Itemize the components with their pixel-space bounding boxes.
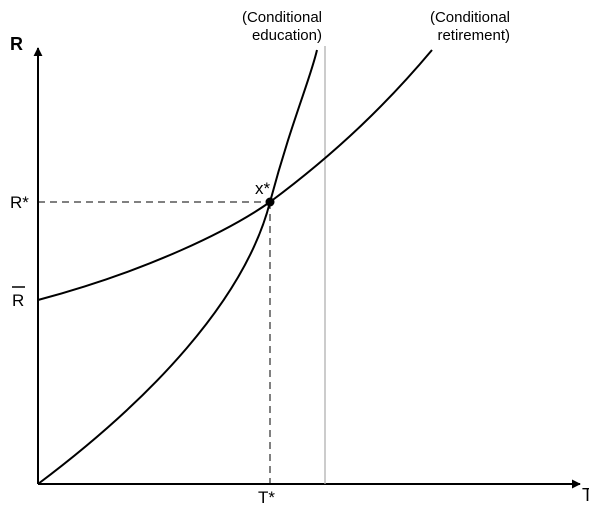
r-star-label: R* bbox=[10, 193, 29, 212]
r-bar-label: R bbox=[12, 291, 24, 310]
conditional-retirement-curve bbox=[37, 49, 433, 301]
y-axis-label: R bbox=[10, 34, 23, 54]
equilibrium-point-label: x* bbox=[255, 179, 271, 198]
conditional-education-curve bbox=[37, 49, 318, 485]
retirement-curve-label-line2: retirement) bbox=[437, 27, 510, 44]
education-curve-label-line1: (Conditional bbox=[242, 9, 322, 26]
education-curve-label-line2: education) bbox=[252, 27, 322, 44]
x-axis-label: T bbox=[582, 485, 589, 505]
retirement-curve-label-line1: (Conditional bbox=[430, 9, 510, 26]
equilibrium-point bbox=[265, 197, 275, 207]
t-star-label: T* bbox=[258, 488, 275, 507]
